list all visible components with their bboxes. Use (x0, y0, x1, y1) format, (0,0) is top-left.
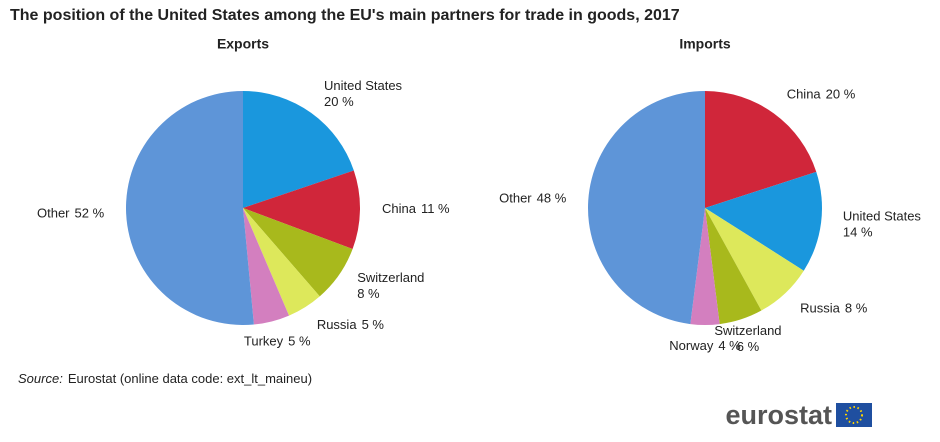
pie-slice (705, 171, 823, 271)
slice-label: Russia 5 % (317, 317, 385, 332)
slice-label: Switzerland 8 % (357, 271, 424, 302)
pie-slice (126, 91, 254, 325)
category-name: Switzerland (714, 324, 781, 339)
pie-slice (243, 91, 354, 208)
category-name: Switzerland (357, 271, 424, 286)
value-label: 52 % (75, 206, 105, 221)
value-label: 5 % (362, 317, 385, 332)
pie-title: Imports (679, 36, 731, 52)
value-label: 14 % (843, 225, 873, 240)
page-title: The position of the United States among … (10, 7, 680, 24)
slice-label: United States 20 % (324, 78, 403, 109)
category-name: Russia (317, 317, 358, 332)
category-name: Russia (800, 301, 841, 316)
value-label: 5 % (288, 334, 311, 349)
pie-title: Exports (217, 36, 269, 52)
value-label: 20 % (826, 87, 856, 102)
pie-slice (705, 91, 817, 208)
category-name: Other (499, 191, 532, 206)
value-label: 20 % (324, 94, 354, 109)
category-name: China (787, 87, 822, 102)
value-label: 4 % (718, 338, 741, 353)
pie-slice (587, 91, 705, 325)
source-label: Source: (18, 371, 63, 386)
value-label: 6 % (737, 340, 760, 355)
pie-slice (243, 170, 360, 249)
slice-label: Switzerland 6 % (714, 324, 781, 355)
category-name: United States (843, 209, 922, 224)
value-label: 8 % (357, 287, 380, 302)
slice-label: Other 52 % (37, 206, 105, 221)
category-name: Turkey (244, 334, 284, 349)
pie-slice (243, 208, 290, 325)
pie-slice (705, 208, 804, 311)
slice-label: Turkey 5 % (244, 334, 311, 349)
logo: eurostat (725, 400, 832, 430)
slice-label: United States 14 % (843, 209, 922, 240)
source: Source: Eurostat (online data code: ext_l… (18, 371, 312, 386)
pie-slice (243, 208, 353, 297)
value-label: 48 % (537, 191, 567, 206)
pie-slice (690, 208, 720, 326)
slice-label: China 11 % (382, 202, 450, 217)
eu-flag (836, 403, 872, 427)
pie-slice (243, 208, 320, 316)
pie-slice (705, 208, 762, 325)
category-name: China (382, 202, 417, 217)
category-name: United States (324, 78, 403, 93)
category-name: Other (37, 206, 70, 221)
slice-label: China 20 % (787, 87, 856, 102)
slice-label: Other 48 % (499, 191, 567, 206)
category-name: Norway (669, 338, 714, 353)
slice-label: Norway 4 % (669, 338, 741, 353)
value-label: 11 % (421, 202, 450, 217)
source-text: Eurostat (online data code: ext_lt_maine… (68, 371, 312, 386)
value-label: 8 % (845, 301, 868, 316)
slice-label: Russia 8 % (800, 301, 868, 316)
